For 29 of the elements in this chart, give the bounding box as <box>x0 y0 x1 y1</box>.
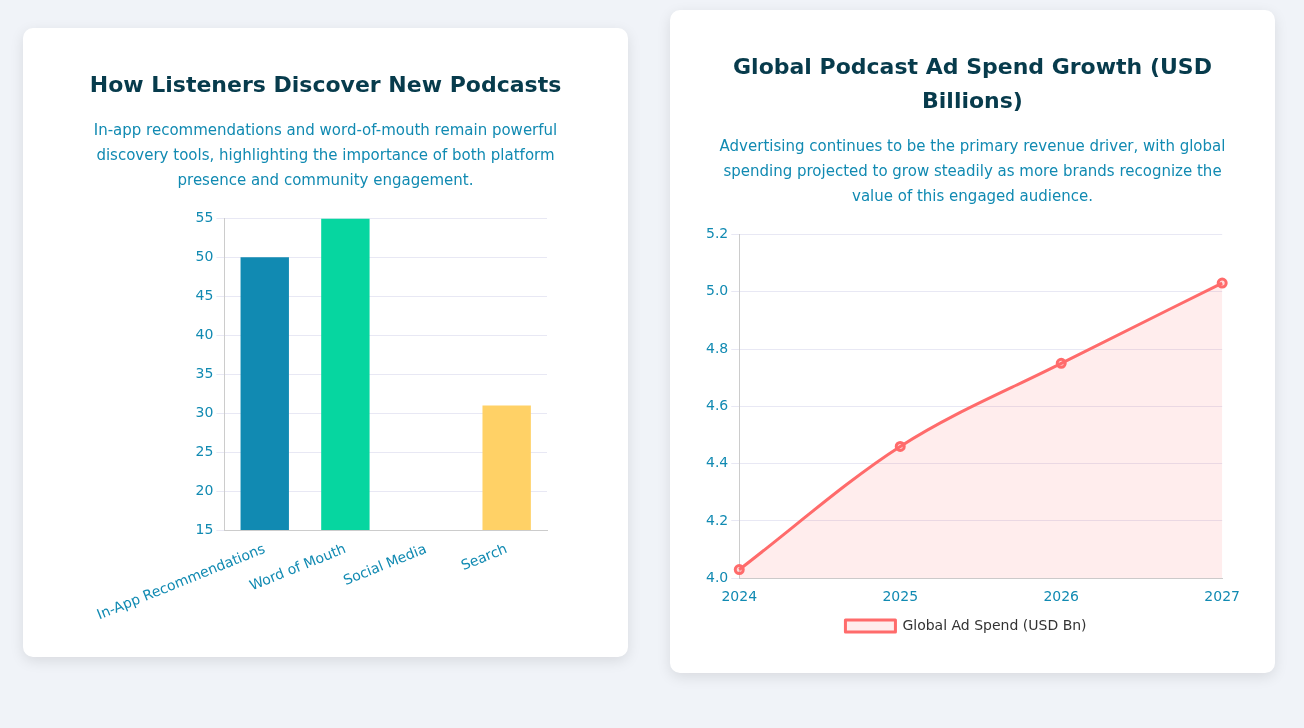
y-tick-label: 5.2 <box>705 225 728 242</box>
point <box>733 564 745 576</box>
y-tick-label: 50 <box>195 248 213 264</box>
y-tick-label: 30 <box>195 403 213 420</box>
y-tick-label: 35 <box>195 364 213 381</box>
point <box>894 440 906 452</box>
chart-subtitle: Advertising continues to be the primary revenue driver, with global spending projected to grow steadily as more brands recognize the value of this engaged audience. <box>718 136 1227 207</box>
y-tick-label: 4.0 <box>705 568 728 585</box>
x-tick-label: 2027 <box>1203 588 1240 605</box>
y-tick-label: 5.0 <box>705 282 728 299</box>
chart-title: Global Podcast Ad Spend Growth (USD Billions) <box>732 53 1213 115</box>
legend-label: Global Ad Spend (USD Bn) <box>901 616 1087 633</box>
y-tick-label: 4.2 <box>705 511 728 528</box>
y-tick-label: 40 <box>195 325 213 342</box>
point <box>1055 357 1067 369</box>
chart-title: How Listeners Discover New Podcasts <box>88 71 563 99</box>
y-tick-label: 55 <box>195 209 213 226</box>
chart-subtitle: In-app recommendations and word-of-mouth remain powerful discovery tools, highlighting the importance of both platform presence and community engagement. <box>92 120 559 191</box>
x-tick-label: 2024 <box>720 588 757 605</box>
y-tick-label: 4.4 <box>705 454 728 471</box>
x-tick-label: 2026 <box>1042 588 1079 605</box>
y-tick-label: 15 <box>195 520 213 537</box>
y-tick-label: 25 <box>195 442 213 459</box>
y-tick-label: 20 <box>195 481 213 498</box>
y-tick-label: 4.6 <box>705 396 728 413</box>
y-tick-label: 4.8 <box>705 339 728 356</box>
x-tick-label: 2025 <box>881 588 918 605</box>
y-tick-label: 45 <box>195 286 213 303</box>
point <box>1216 277 1228 289</box>
